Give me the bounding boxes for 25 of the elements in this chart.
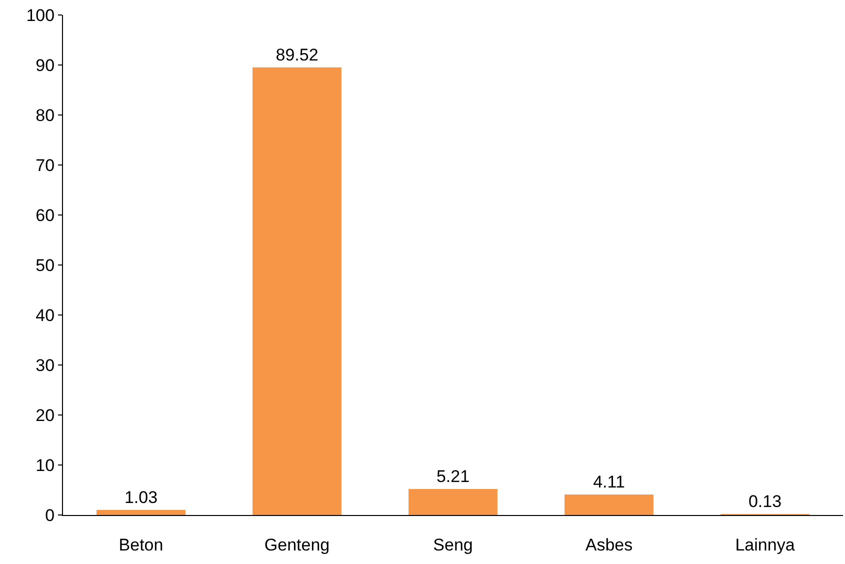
x-tick-label: Beton — [118, 535, 164, 554]
y-tick-label: 10 — [36, 456, 55, 475]
x-tick-label: Seng — [433, 535, 473, 554]
x-tick-label: Asbes — [585, 535, 633, 554]
y-tick-label: 40 — [36, 306, 55, 325]
bar — [564, 494, 654, 515]
x-tick-label: Genteng — [264, 535, 330, 554]
x-tick-label: Lainnya — [735, 535, 796, 554]
data-label: 0.13 — [748, 492, 782, 511]
bar — [252, 67, 342, 515]
data-label: 1.03 — [124, 488, 158, 507]
data-label: 4.11 — [593, 472, 625, 492]
data-label: 89.52 — [276, 45, 318, 64]
y-tick-label: 0 — [45, 506, 55, 525]
bar — [96, 510, 186, 515]
y-tick-label: 20 — [36, 406, 55, 425]
y-tick-label: 60 — [36, 206, 55, 225]
y-tick-label: 50 — [36, 256, 55, 275]
data-label: 5.21 — [436, 466, 470, 486]
y-tick-label: 100 — [26, 6, 55, 25]
y-tick-label: 30 — [36, 356, 55, 375]
y-tick-label: 90 — [36, 56, 55, 75]
y-tick-label: 80 — [36, 106, 55, 125]
y-tick-label: 70 — [36, 156, 55, 175]
bar — [408, 488, 498, 515]
